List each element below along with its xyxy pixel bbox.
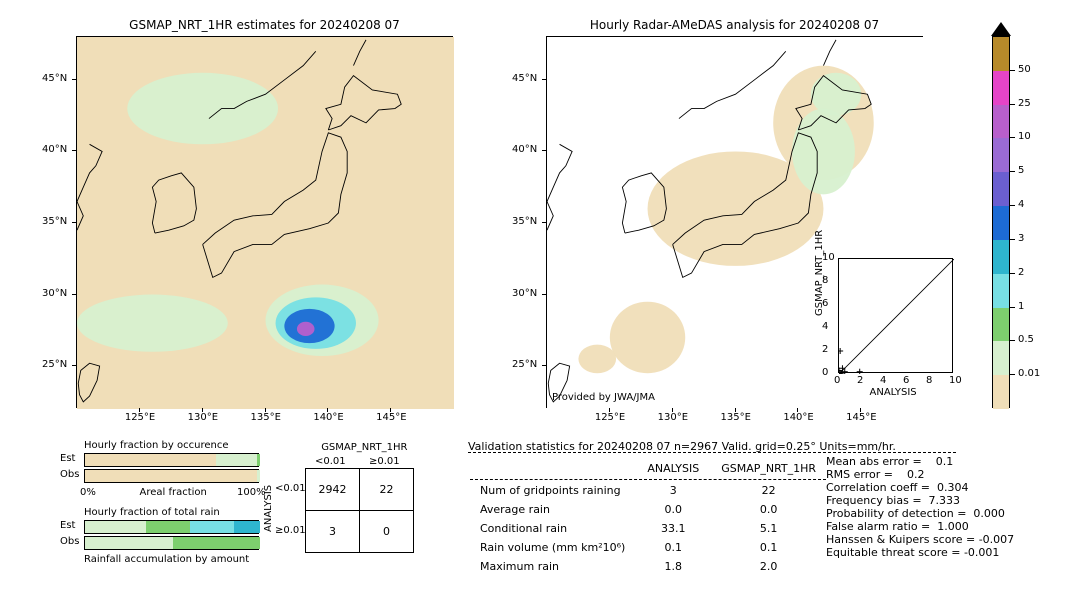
bar-row xyxy=(84,469,259,483)
stats-col-header: GSMAP_NRT_1HR xyxy=(711,460,826,477)
y-tick: 25°N xyxy=(512,359,537,370)
dashed-rule xyxy=(468,452,956,453)
y-tick: 30°N xyxy=(512,288,537,299)
occ-axis-center: Areal fraction xyxy=(140,487,207,498)
x-tick: 145°E xyxy=(376,412,406,423)
stats-cell: Rain volume (mm km²10⁶) xyxy=(470,539,635,556)
scatter-y-tick: 2 xyxy=(822,344,828,355)
stats-cell: 22 xyxy=(711,482,826,499)
colorbar-tick: 2 xyxy=(1018,267,1024,278)
stats-cell: 0.1 xyxy=(637,539,709,556)
bar-row xyxy=(84,453,259,467)
colorbar xyxy=(992,36,1010,408)
y-tick: 35°N xyxy=(42,216,67,227)
bar-row-label: Est xyxy=(60,453,75,464)
stats-col-header: ANALYSIS xyxy=(637,460,709,477)
scatter-x-tick: 4 xyxy=(880,375,886,386)
ct-row-label: ≥0.01 xyxy=(275,525,306,536)
colorbar-tick: 5 xyxy=(1018,165,1024,176)
metrics-block: Mean abs error = 0.1 RMS error = 0.2 Cor… xyxy=(826,455,1014,559)
stats-cell: 0.1 xyxy=(711,539,826,556)
scatter-ylabel: GSMAP_NRT_1HR xyxy=(814,229,825,315)
occurrence-bars-title: Hourly fraction by occurence xyxy=(84,440,228,451)
stats-cell: 33.1 xyxy=(637,520,709,537)
scatter-x-tick: 8 xyxy=(926,375,932,386)
y-tick: 35°N xyxy=(512,216,537,227)
stats-cell: 2.0 xyxy=(711,558,826,575)
x-tick: 135°E xyxy=(721,412,751,423)
scatter-xlabel: ANALYSIS xyxy=(870,387,917,398)
x-tick: 140°E xyxy=(783,412,813,423)
colorbar-tick: 50 xyxy=(1018,64,1031,75)
scatter-x-tick: 10 xyxy=(949,375,962,386)
x-tick: 130°E xyxy=(658,412,688,423)
right-map-title: Hourly Radar-AMeDAS analysis for 2024020… xyxy=(546,18,923,32)
stats-cell: 0.0 xyxy=(637,501,709,518)
ct-title: GSMAP_NRT_1HR xyxy=(321,442,407,453)
occ-axis-left: 0% xyxy=(80,487,96,498)
y-tick: 40°N xyxy=(512,144,537,155)
colorbar-tick: 25 xyxy=(1018,98,1031,109)
x-tick: 125°E xyxy=(595,412,625,423)
colorbar-tick: 0.01 xyxy=(1018,368,1040,379)
colorbar-arrow xyxy=(991,22,1011,36)
scatter-panel xyxy=(838,258,953,373)
left-map-panel xyxy=(76,36,453,408)
provided-by-label: Provided by JWA/JMA xyxy=(552,392,655,403)
y-tick: 25°N xyxy=(42,359,67,370)
scatter-x-tick: 2 xyxy=(857,375,863,386)
x-tick: 145°E xyxy=(846,412,876,423)
colorbar-tick: 10 xyxy=(1018,131,1031,142)
stats-cell: 5.1 xyxy=(711,520,826,537)
y-tick: 30°N xyxy=(42,288,67,299)
bar-row-label: Obs xyxy=(60,469,79,480)
stats-cell: Average rain xyxy=(470,501,635,518)
ct-col-label: ≥0.01 xyxy=(369,456,400,467)
x-tick: 135°E xyxy=(251,412,281,423)
stats-cell: 3 xyxy=(637,482,709,499)
stats-col-header xyxy=(470,460,635,477)
rain-bottom-label: Rainfall accumulation by amount xyxy=(84,554,249,565)
stats-cell: Maximum rain xyxy=(470,558,635,575)
stats-cell: Conditional rain xyxy=(470,520,635,537)
scatter-x-tick: 6 xyxy=(903,375,909,386)
ct-row-axis: ANALYSIS xyxy=(263,485,274,532)
bar-row-label: Est xyxy=(60,520,75,531)
colorbar-tick: 0.5 xyxy=(1018,334,1034,345)
rain-bars-title: Hourly fraction of total rain xyxy=(84,507,220,518)
x-tick: 130°E xyxy=(188,412,218,423)
colorbar-tick: 3 xyxy=(1018,233,1024,244)
colorbar-tick: 4 xyxy=(1018,199,1024,210)
x-tick: 140°E xyxy=(313,412,343,423)
y-tick: 45°N xyxy=(42,73,67,84)
ct-cell: 22 xyxy=(360,469,414,511)
stats-cell: 1.8 xyxy=(637,558,709,575)
left-map-title: GSMAP_NRT_1HR estimates for 20240208 07 xyxy=(76,18,453,32)
ct-cell: 0 xyxy=(360,511,414,553)
ct-col-label: <0.01 xyxy=(315,456,346,467)
stats-cell: Num of gridpoints raining xyxy=(470,482,635,499)
y-tick: 45°N xyxy=(512,73,537,84)
occ-axis-right: 100% xyxy=(237,487,266,498)
scatter-x-tick: 0 xyxy=(834,375,840,386)
stats-cell: 0.0 xyxy=(711,501,826,518)
ct-row-label: <0.01 xyxy=(275,483,306,494)
ct-cell: 2942 xyxy=(306,469,360,511)
bar-row xyxy=(84,520,259,534)
colorbar-tick: 1 xyxy=(1018,301,1024,312)
bar-row-label: Obs xyxy=(60,536,79,547)
scatter-y-tick: 4 xyxy=(822,321,828,332)
ct-cell: 3 xyxy=(306,511,360,553)
bar-row xyxy=(84,536,259,550)
scatter-y-tick: 0 xyxy=(822,367,828,378)
y-tick: 40°N xyxy=(42,144,67,155)
x-tick: 125°E xyxy=(125,412,155,423)
